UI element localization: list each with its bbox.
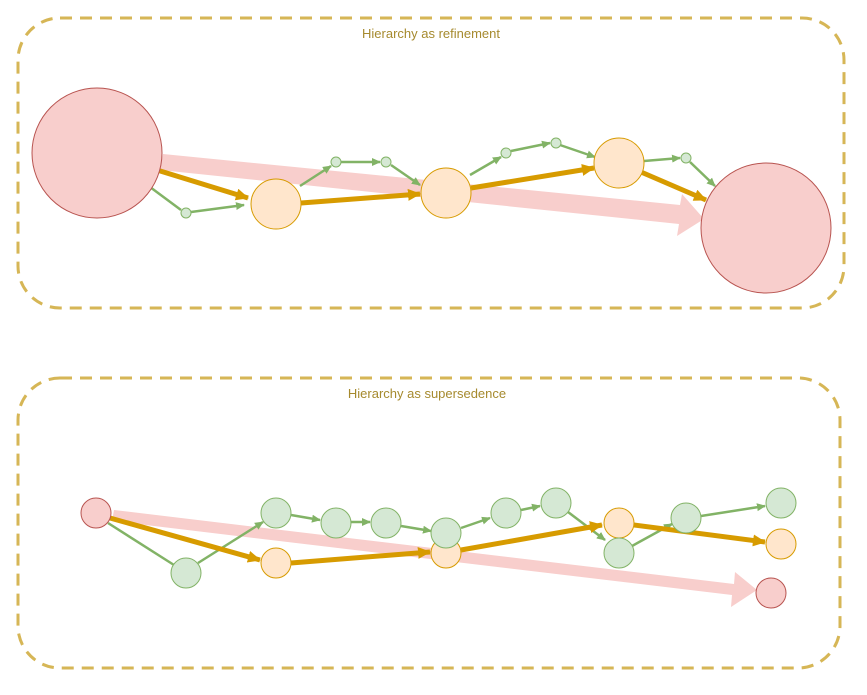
low-arrow — [700, 503, 766, 518]
low-level-node — [330, 156, 342, 168]
mid-level-node — [765, 528, 797, 560]
panel-supersedence — [16, 376, 842, 670]
low-arrow — [197, 520, 264, 565]
mid-arrow — [640, 169, 707, 203]
low-level-node — [550, 137, 562, 149]
mid-arrow — [290, 546, 431, 566]
low-arrow — [559, 143, 596, 159]
mid-level-node — [250, 178, 302, 230]
mid-arrow — [300, 188, 421, 206]
low-level-node — [765, 487, 797, 519]
low-level-node — [260, 497, 292, 529]
low-arrow — [190, 202, 245, 214]
low-level-node — [680, 152, 692, 164]
mid-level-node — [420, 167, 472, 219]
mid-level-node — [603, 507, 635, 539]
mid-arrow — [109, 515, 261, 563]
low-arrow — [149, 185, 182, 212]
panel-title-refinement: Hierarchy as refinement — [362, 26, 500, 41]
low-arrow — [460, 516, 491, 530]
mid-level-node — [260, 547, 292, 579]
mid-arrow — [460, 521, 603, 553]
low-level-node — [380, 156, 392, 168]
mid-level-arrows — [109, 515, 766, 566]
low-arrow — [689, 161, 716, 187]
low-level-node — [170, 557, 202, 589]
low-level-node — [670, 502, 702, 534]
low-level-node — [500, 147, 512, 159]
low-arrow — [510, 140, 551, 153]
mid-arrow — [156, 167, 249, 201]
mid-level-node — [593, 137, 645, 189]
low-arrow — [107, 521, 175, 567]
low-level-node — [370, 507, 402, 539]
high-level-node — [755, 577, 787, 609]
mid-level-arrows — [156, 164, 707, 206]
low-level-node — [320, 507, 352, 539]
low-arrow — [643, 154, 681, 163]
high-level-node — [31, 87, 163, 219]
low-level-node — [430, 517, 462, 549]
panel-refinement — [16, 16, 846, 310]
low-arrow — [299, 164, 332, 188]
panel-title-supersedence: Hierarchy as supersedence — [347, 386, 507, 401]
high-level-node — [80, 497, 112, 529]
panel-frame-bottom — [16, 376, 842, 670]
low-arrow — [520, 503, 541, 512]
mid-arrow — [633, 522, 766, 547]
low-level-node — [603, 537, 635, 569]
low-level-arrows — [149, 140, 716, 214]
low-arrow — [290, 513, 321, 523]
low-level-node — [540, 487, 572, 519]
high-level-node — [700, 162, 832, 294]
low-arrow — [469, 155, 502, 177]
panel-frame-top — [16, 16, 846, 310]
low-arrow — [390, 163, 421, 187]
low-level-node — [180, 207, 192, 219]
mid-arrow — [470, 164, 595, 191]
low-level-node — [490, 497, 522, 529]
low-arrow — [400, 524, 432, 534]
